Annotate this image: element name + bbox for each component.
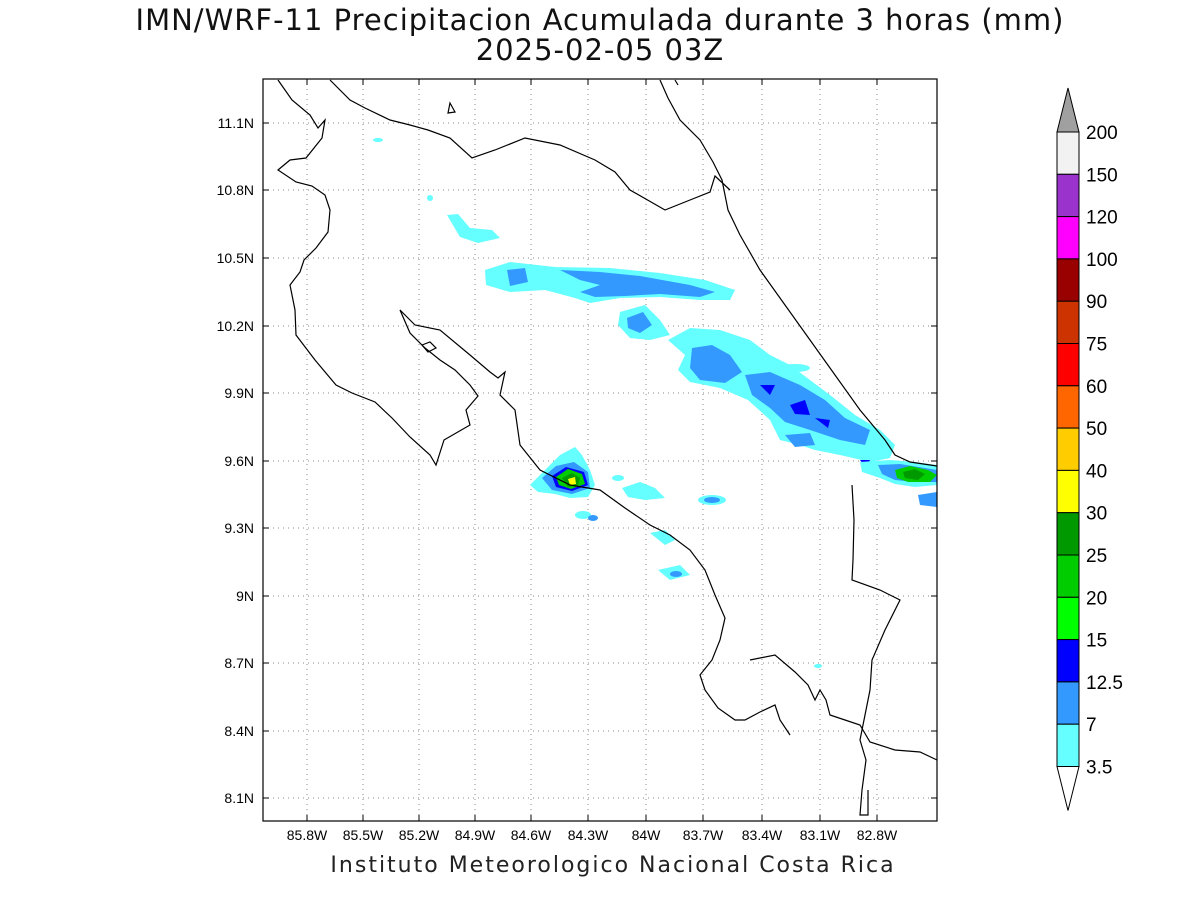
rain-area [627,312,652,333]
precipitation-fields [373,138,937,668]
colorbar-bottom-arrow [1056,766,1080,811]
colorbar-swatch [1056,723,1080,768]
rain-area [507,268,715,297]
x-tick-label: 85.8W [287,827,328,843]
x-tick-label: 84.3W [568,827,609,843]
y-tick-label: 9.3N [224,520,254,536]
colorbar-swatch [1056,300,1080,345]
y-axis: 11.1N 10.8N 10.5N 10.2N 9.9N 9.6N 9.3N 9N 8.7N 8.… [217,115,937,806]
map-frame [262,78,938,822]
rain-area [622,482,665,500]
colorbar-swatch [1056,216,1080,260]
island-chira [420,341,438,353]
colorbar-label: 20 [1086,588,1107,609]
rain-area [670,571,682,577]
colorbar-swatch [1056,469,1080,514]
y-tick-label: 9.9N [224,385,254,401]
footer-institution: Instituto Meteorologico Nacional Costa R… [330,853,896,878]
colorbar-label: 50 [1086,419,1107,440]
rain-area [575,511,591,519]
colorbar-swatch [1056,681,1080,725]
colorbar-label: 30 [1086,504,1107,525]
x-axis: 85.8W 85.5W 85.2W 84.9W 84.6W 84.3W 84W 83.7W 83… [287,79,898,843]
panama-border [851,484,901,816]
osa-peninsula [749,654,937,761]
x-tick-label: 84W [632,827,662,843]
colorbar-swatch [1056,258,1080,302]
map-title: IMN/WRF-11 Precipitacion Acumulada duran… [135,3,1065,37]
rain-area [903,469,925,480]
colorbar-label: 3.5 [1086,758,1112,779]
gulf-nicoya [399,309,791,736]
colorbar-swatch [1056,596,1080,641]
colorbar-legend: 200 150 120 100 90 75 60 50 40 30 25 20 15 12.5 7 3.5 [1056,87,1123,811]
colorbar-label: 60 [1086,377,1107,398]
colorbar-label: 15 [1086,631,1107,652]
colorbar-swatch [1056,343,1080,387]
y-tick-label: 8.4N [224,723,254,739]
rain-area [704,497,720,503]
y-tick-label: 9N [236,588,254,604]
colorbar-swatch [1056,385,1080,429]
colorbar-swatch [1056,427,1080,471]
y-tick-label: 9.6N [224,453,254,469]
colorbar-label: 100 [1086,250,1118,271]
rain-area [780,364,810,372]
rain-area [447,214,500,243]
x-tick-label: 85.5W [343,827,384,843]
x-tick-label: 83.1W [800,827,841,843]
y-tick-label: 10.8N [217,182,254,198]
rain-area [568,477,576,485]
rain-area [612,475,624,481]
colorbar-label: 90 [1086,292,1107,313]
x-tick-label: 84.6W [511,827,552,843]
colorbar-label: 120 [1086,208,1118,229]
colorbar-swatch [1056,554,1080,598]
colorbar-label: 150 [1086,165,1118,186]
border-north [329,79,731,211]
colorbar-swatch [1056,173,1080,218]
colorbar-label: 200 [1086,123,1118,144]
island-small [447,101,456,114]
y-tick-label: 10.5N [217,250,254,266]
colorbar-label: 12.5 [1086,673,1123,694]
colorbar-label: 75 [1086,335,1107,356]
nicaragua-coast [276,79,479,467]
x-tick-label: 83.4W [742,827,783,843]
y-tick-label: 8.1N [224,790,254,806]
map-subtitle-date: 2025-02-05 03Z [475,33,725,67]
x-tick-label: 83.7W [683,827,724,843]
y-tick-label: 10.2N [217,318,254,334]
caribbean-coast [659,79,937,467]
x-tick-label: 85.2W [399,827,440,843]
rain-area [588,515,598,521]
colorbar-swatch [1056,639,1080,683]
colorbar-top-arrow [1056,87,1080,133]
colorbar-label: 40 [1086,461,1107,482]
colorbar-label: 7 [1086,715,1097,736]
rain-area [918,492,937,507]
rain-area [814,664,822,668]
lake-nicaragua-shore [674,79,679,86]
x-tick-label: 84.9W [455,827,496,843]
coastlines-borders [276,79,937,816]
y-tick-label: 11.1N [218,115,254,131]
rain-area [427,195,433,201]
colorbar-label: 25 [1086,546,1107,567]
x-tick-label: 82.8W [857,827,898,843]
y-tick-label: 8.7N [224,655,254,671]
rain-area [373,138,383,142]
colorbar-swatch [1056,512,1080,556]
colorbar-swatch [1056,131,1080,175]
